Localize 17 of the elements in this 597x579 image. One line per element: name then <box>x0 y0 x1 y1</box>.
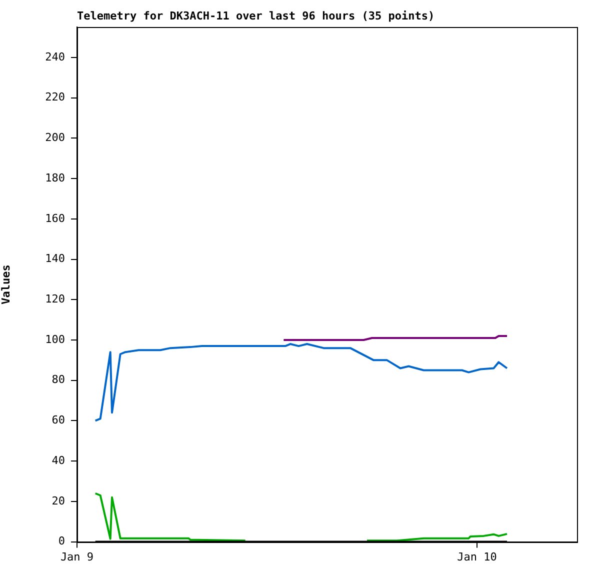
y-tick-label: 200 <box>45 131 65 144</box>
y-tick-label: 180 <box>45 171 65 184</box>
y-tick-label: 240 <box>45 50 65 64</box>
y-tick-label: 60 <box>52 414 65 427</box>
y-tick-label: 0 <box>58 534 65 548</box>
chart-title: Telemetry for DK3ACH-11 over last 96 hours (35 points) <box>77 9 435 22</box>
y-tick-label: 140 <box>45 252 65 266</box>
y-axis-title: Values <box>0 264 12 304</box>
y-tick-label: 100 <box>45 332 65 346</box>
y-tick-label: 160 <box>45 212 65 225</box>
y-tick-label: 20 <box>52 494 65 508</box>
y-tick-label: 120 <box>45 292 65 306</box>
y-tick-label: 220 <box>45 90 65 104</box>
y-tick-label: 40 <box>52 454 65 467</box>
y-tick-label: 80 <box>52 373 65 386</box>
x-tick-label: Jan 9 <box>60 550 94 564</box>
x-tick-label: Jan 10 <box>457 550 497 564</box>
